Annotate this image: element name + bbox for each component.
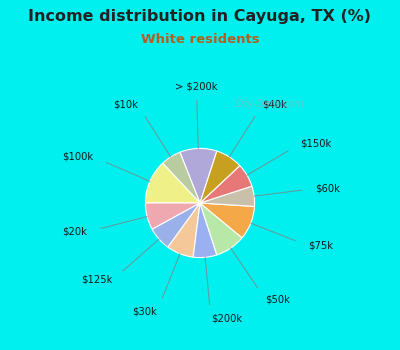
Wedge shape [193, 203, 217, 258]
Wedge shape [168, 203, 200, 257]
Text: $200k: $200k [211, 314, 242, 324]
Wedge shape [180, 148, 217, 203]
Wedge shape [200, 151, 240, 203]
Wedge shape [200, 203, 254, 238]
Text: White residents: White residents [141, 33, 259, 46]
Wedge shape [163, 152, 200, 203]
Text: Income distribution in Cayuga, TX (%): Income distribution in Cayuga, TX (%) [28, 9, 372, 24]
Text: $60k: $60k [315, 183, 340, 194]
Text: $20k: $20k [62, 227, 88, 237]
Wedge shape [152, 203, 200, 247]
Text: $50k: $50k [265, 294, 290, 304]
Text: $150k: $150k [300, 139, 331, 149]
Wedge shape [146, 203, 200, 229]
Text: $40k: $40k [262, 100, 287, 110]
Text: $100k: $100k [62, 152, 93, 162]
Wedge shape [200, 203, 242, 255]
Wedge shape [146, 163, 200, 203]
Text: > $200k: > $200k [175, 82, 218, 92]
Text: $10k: $10k [113, 100, 138, 110]
Text: $30k: $30k [132, 306, 157, 316]
Text: $75k: $75k [308, 241, 333, 251]
Wedge shape [200, 186, 255, 206]
Text: City-Data.com: City-Data.com [234, 99, 304, 109]
Text: $125k: $125k [82, 275, 113, 285]
Wedge shape [200, 166, 252, 203]
